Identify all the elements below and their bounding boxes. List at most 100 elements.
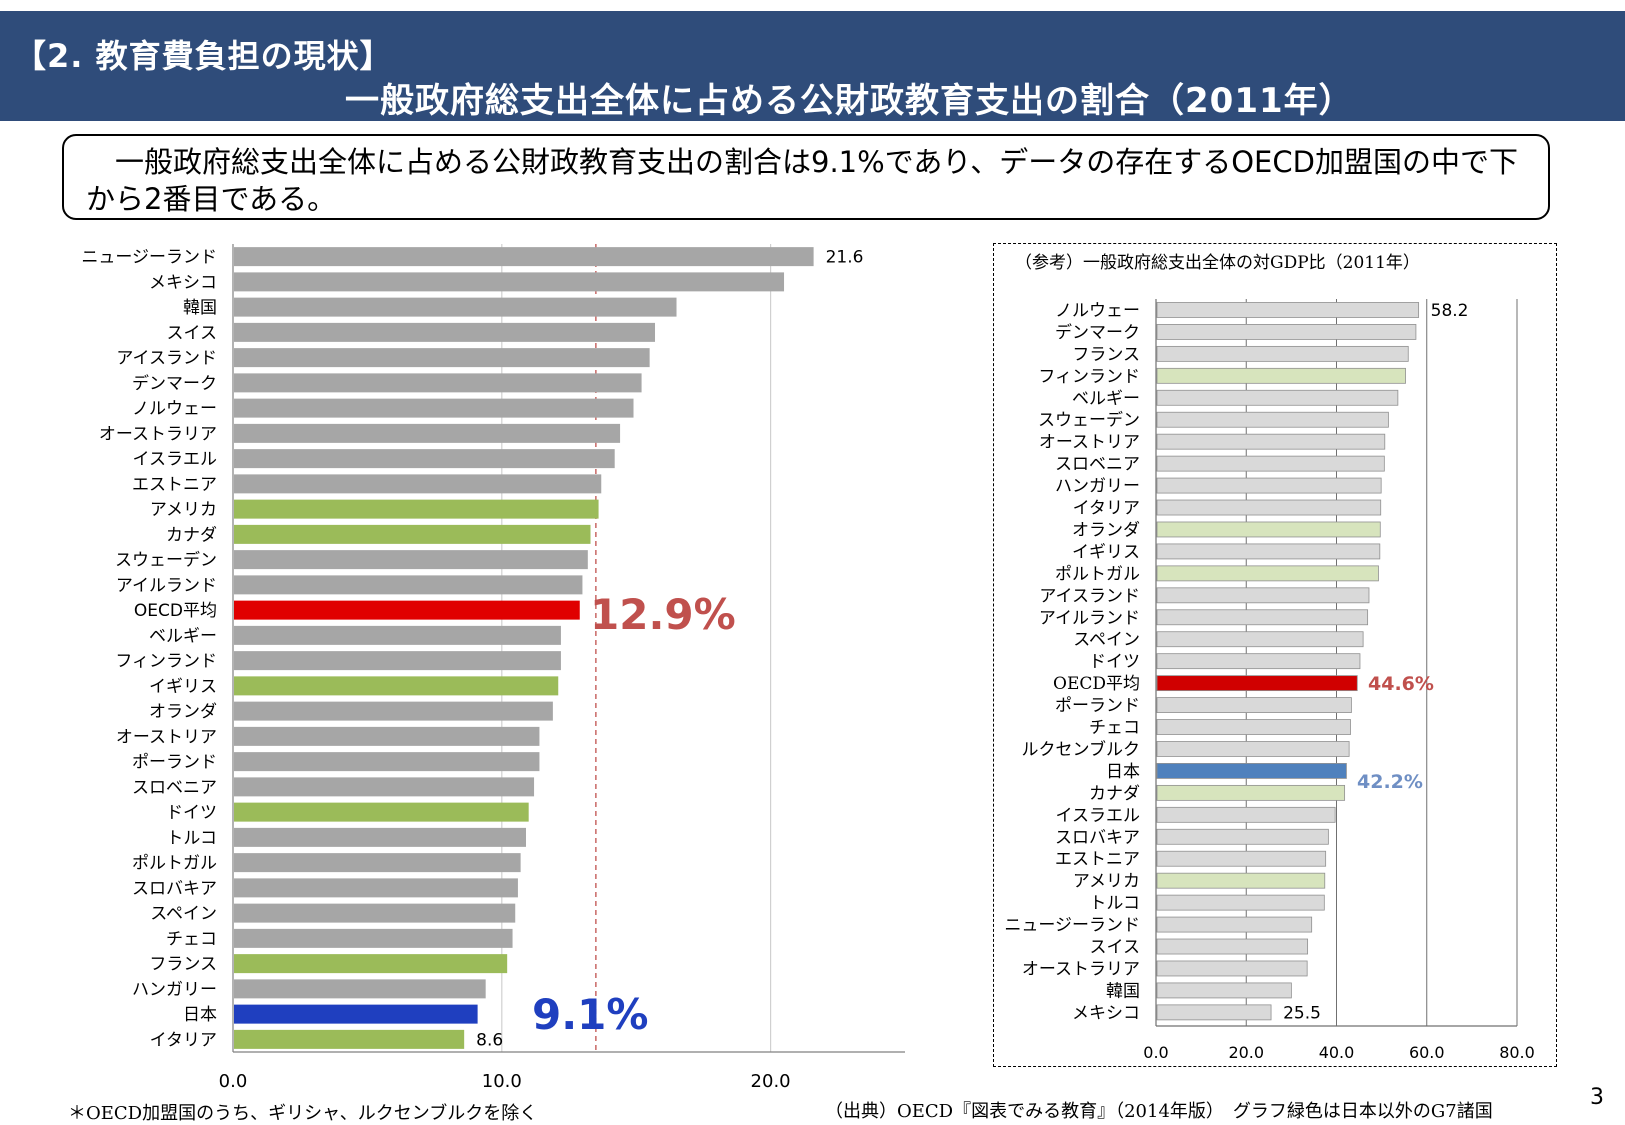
category-label: アメリカ: [1073, 872, 1140, 892]
bar-ノルウェー: [1156, 302, 1420, 318]
bar-ニュージーランド: [234, 247, 814, 267]
section-label: 【2. 教育費負担の現状】: [14, 37, 393, 75]
bar-チェコ: [1156, 719, 1351, 735]
x-tick-label: 20.0: [751, 1071, 791, 1092]
page-title: 一般政府総支出全体に占める公財政教育支出の割合（2011年）: [345, 81, 1354, 121]
category-label: スロベニア: [1055, 455, 1140, 475]
bar-ドイツ: [234, 802, 529, 822]
bar-チェコ: [234, 928, 513, 948]
bar-スウェーデン: [1156, 411, 1389, 428]
bar-ニュージーランド: [1156, 916, 1313, 933]
bar-オーストリア: [1156, 433, 1386, 450]
x-tick-label: 40.0: [1319, 1043, 1355, 1062]
bar-デンマーク: [234, 373, 642, 393]
bar-OECD平均: [1156, 675, 1358, 692]
category-label: オランダ: [1072, 520, 1140, 540]
category-label: ニュージーランド: [81, 248, 217, 268]
bar-スペイン: [1156, 631, 1364, 648]
bar-スイス: [234, 322, 656, 342]
category-label: スロベニア: [132, 778, 217, 798]
category-label: 日本: [183, 1005, 217, 1025]
category-label: 日本: [1106, 762, 1140, 782]
category-label: オランダ: [149, 702, 217, 722]
bar-フランス: [1156, 345, 1409, 362]
bar-スペイン: [234, 903, 516, 923]
bar-エストニア: [1156, 850, 1327, 867]
footnote: ＊OECD加盟国のうち、ギリシャ、ルクセンブルクを除く: [68, 1103, 538, 1124]
bar-カナダ: [1156, 784, 1346, 801]
category-label: イスラエル: [1056, 806, 1141, 826]
category-label: イスラエル: [133, 450, 218, 470]
bar-カナダ: [234, 524, 591, 544]
category-label: オーストリア: [1039, 433, 1140, 453]
reference-chart-box: [993, 243, 1557, 1067]
bar-韓国: [1156, 982, 1292, 999]
category-label: エストニア: [1055, 850, 1140, 870]
bar-ベルギー: [1156, 389, 1399, 406]
bar-ポーランド: [1156, 697, 1352, 713]
data-label: 58.2: [1431, 301, 1469, 321]
x-tick-label: 0.0: [219, 1071, 248, 1092]
x-tick-label: 60.0: [1409, 1043, 1445, 1062]
category-label: ルクセンブルク: [1022, 739, 1141, 760]
bar-イギリス: [1156, 543, 1381, 560]
bar-アイスランド: [234, 348, 650, 368]
category-label: ハンガリー: [132, 980, 217, 1000]
data-label: 25.5: [1283, 1003, 1321, 1023]
category-label: デンマーク: [1055, 322, 1140, 343]
category-label: ハンガリー: [1055, 477, 1140, 497]
bar-スイス: [1156, 938, 1309, 955]
x-tick-label: 10.0: [482, 1071, 522, 1092]
x-tick-label: 80.0: [1499, 1043, 1535, 1062]
bar-アイルランド: [1156, 609, 1369, 626]
source-note: （出典）OECD『図表でみる教育』（2014年版） グラフ緑色は日本以外のG7諸…: [825, 1101, 1493, 1122]
bar-フィンランド: [234, 651, 561, 671]
bar-ハンガリー: [234, 979, 486, 999]
category-label: アイルランド: [116, 576, 217, 596]
bar-スロバキア: [1156, 828, 1329, 845]
category-label: オーストリア: [116, 727, 217, 747]
category-label: スロバキア: [1055, 828, 1140, 848]
bar-スロベニア: [234, 777, 535, 797]
bar-ポーランド: [234, 752, 540, 772]
category-label: ベルギー: [149, 626, 217, 646]
category-label: デンマーク: [132, 373, 217, 394]
bar-オーストリア: [234, 726, 540, 746]
bar-イスラエル: [234, 449, 615, 469]
bar-トルコ: [234, 827, 526, 847]
x-tick-label: 0.0: [1143, 1043, 1168, 1062]
category-label: ドイツ: [1089, 652, 1140, 672]
category-label: スロバキア: [132, 879, 217, 899]
category-label: チェコ: [166, 929, 217, 949]
bar-デンマーク: [1156, 324, 1417, 340]
category-label: OECD平均: [1053, 674, 1140, 694]
category-label: フランス: [1072, 345, 1140, 365]
category-label: アイルランド: [1039, 608, 1140, 628]
bar-イタリア: [1156, 499, 1382, 516]
category-label: エストニア: [132, 475, 217, 495]
category-label: ポーランド: [1055, 696, 1140, 716]
bar-イギリス: [234, 676, 559, 696]
bar-OECD平均: [234, 600, 580, 620]
category-label: メキシコ: [149, 273, 217, 293]
category-label: チェコ: [1089, 718, 1140, 738]
page-number: 3: [1590, 1085, 1604, 1110]
category-label: ポーランド: [132, 753, 217, 773]
category-label: スイス: [167, 323, 218, 343]
category-label: カナダ: [166, 525, 217, 545]
bar-アイスランド: [1156, 587, 1370, 604]
bar-ルクセンブルク: [1156, 741, 1350, 757]
category-label: スウェーデン: [115, 550, 217, 571]
bar-トルコ: [1156, 894, 1325, 911]
data-label: 8.6: [476, 1030, 503, 1050]
summary-box: 一般政府総支出全体に占める公財政教育支出の割合は9.1%であり、データの存在する…: [62, 134, 1550, 220]
category-label: ベルギー: [1072, 389, 1140, 409]
category-label: イタリア: [1073, 499, 1140, 519]
summary-text: 一般政府総支出全体に占める公財政教育支出の割合は9.1%であり、データの存在する…: [86, 145, 1518, 216]
category-label: 韓国: [1106, 981, 1140, 1001]
bar-フィンランド: [1156, 367, 1406, 384]
bar-日本: [1156, 763, 1347, 779]
category-label: アメリカ: [150, 500, 217, 520]
bar-イスラエル: [1156, 806, 1336, 823]
